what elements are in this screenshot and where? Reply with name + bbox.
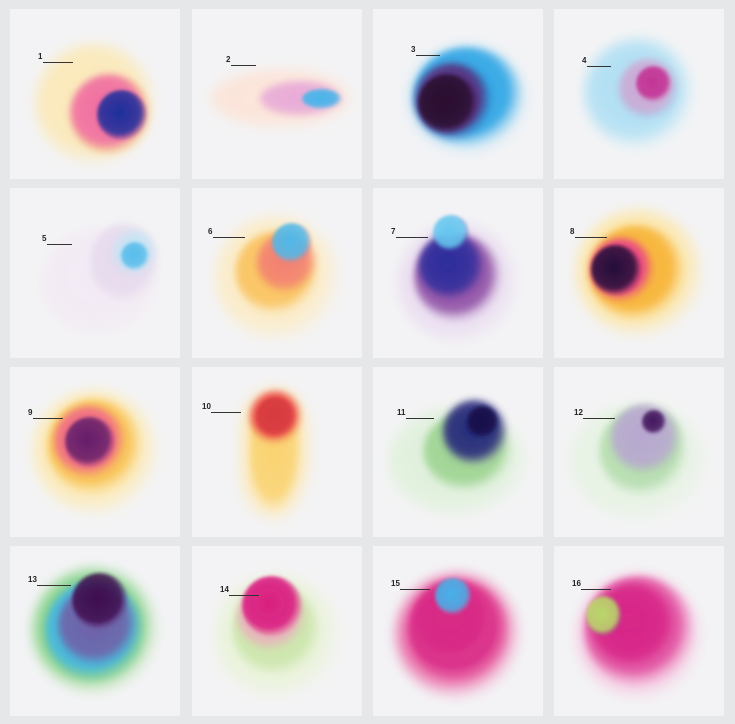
tile-number: 12 (574, 408, 583, 417)
label-leader-line (396, 237, 428, 238)
tile-number: 13 (28, 575, 37, 584)
label-leader-line (583, 418, 615, 419)
orb-layer-core (636, 66, 672, 102)
label-leader-line (213, 237, 245, 238)
tile-number: 5 (42, 234, 47, 243)
orb-layer-core (433, 215, 469, 251)
tile-number: 16 (572, 579, 581, 588)
orb-layer-core (65, 417, 115, 467)
tile-number: 6 (208, 227, 213, 236)
label-leader-line (211, 412, 241, 413)
gradient-orb-1 (35, 44, 155, 164)
tile-number: 3 (411, 45, 416, 54)
orb-layer-core (435, 578, 471, 614)
label-leader-line (575, 237, 607, 238)
gradient-orb-7 (398, 215, 518, 343)
orb-tile-6: 6 (192, 188, 362, 358)
gradient-orb-3 (408, 44, 528, 154)
tile-number: 11 (397, 408, 406, 417)
orb-tile-7: 7 (373, 188, 543, 358)
orb-tile-2: 2 (192, 9, 362, 179)
label-leader-line (406, 418, 434, 419)
orb-tile-3: 3 (373, 9, 543, 179)
tile-number: 10 (202, 402, 211, 411)
orb-tile-10: 10 (192, 367, 362, 537)
gradient-orb-4 (584, 39, 694, 149)
label-leader-line (33, 418, 63, 419)
orb-layer-core (591, 245, 641, 295)
orb-tile-12: 12 (554, 367, 724, 537)
label-leader-line (400, 589, 430, 590)
orb-tile-16: 16 (554, 546, 724, 716)
orb-tile-1: 1 (10, 9, 180, 179)
orb-layer-core (586, 596, 622, 636)
orb-tile-9: 9 (10, 367, 180, 537)
gradient-orb-6 (215, 216, 339, 340)
orb-layer-core (242, 576, 302, 636)
tile-number: 15 (391, 579, 400, 588)
gradient-orb-12 (569, 402, 709, 522)
orb-layer-deep (419, 234, 483, 298)
tile-number: 8 (570, 227, 575, 236)
gradient-orb-9 (33, 390, 157, 514)
orb-layer-core (121, 242, 149, 270)
orb-layer-core (256, 397, 296, 437)
gradient-orb-5 (40, 223, 160, 338)
orb-layer-core (467, 406, 499, 438)
tile-number: 2 (226, 55, 231, 64)
orb-layer-pinkdeep (413, 581, 493, 661)
label-leader-line (37, 585, 71, 586)
tile-number: 14 (220, 585, 229, 594)
orb-tile-5: 5 (10, 188, 180, 358)
gradient-orb-11 (388, 400, 528, 517)
tile-number: 7 (391, 227, 396, 236)
label-leader-line (416, 55, 440, 56)
orb-layer-core (272, 223, 312, 263)
orb-tile-4: 4 (554, 9, 724, 179)
gradient-orb-16 (577, 574, 701, 698)
gradient-orb-15 (396, 574, 520, 698)
orb-layer-core (72, 573, 128, 629)
tile-number: 4 (582, 56, 587, 65)
orb-layer-core (302, 89, 342, 109)
label-leader-line (229, 595, 259, 596)
orb-tile-11: 11 (373, 367, 543, 537)
gradient-orb-10 (240, 387, 312, 522)
tile-number: 9 (28, 408, 33, 417)
tile-number: 1 (38, 52, 43, 61)
orb-tile-13: 13 (10, 546, 180, 716)
orb-layer-core (418, 74, 478, 134)
label-leader-line (43, 62, 73, 63)
label-leader-line (587, 66, 611, 67)
gradient-orb-2 (210, 69, 354, 129)
orb-tile-8: 8 (554, 188, 724, 358)
gradient-orb-14 (215, 574, 339, 698)
orb-layer-core (642, 410, 666, 434)
orb-layer-core (97, 90, 147, 140)
gradient-orb-8 (576, 210, 702, 336)
label-leader-line (47, 244, 72, 245)
gradient-orb-13 (33, 569, 157, 693)
label-leader-line (231, 65, 256, 66)
label-leader-line (581, 589, 611, 590)
orb-tile-15: 15 (373, 546, 543, 716)
orb-tile-14: 14 (192, 546, 362, 716)
